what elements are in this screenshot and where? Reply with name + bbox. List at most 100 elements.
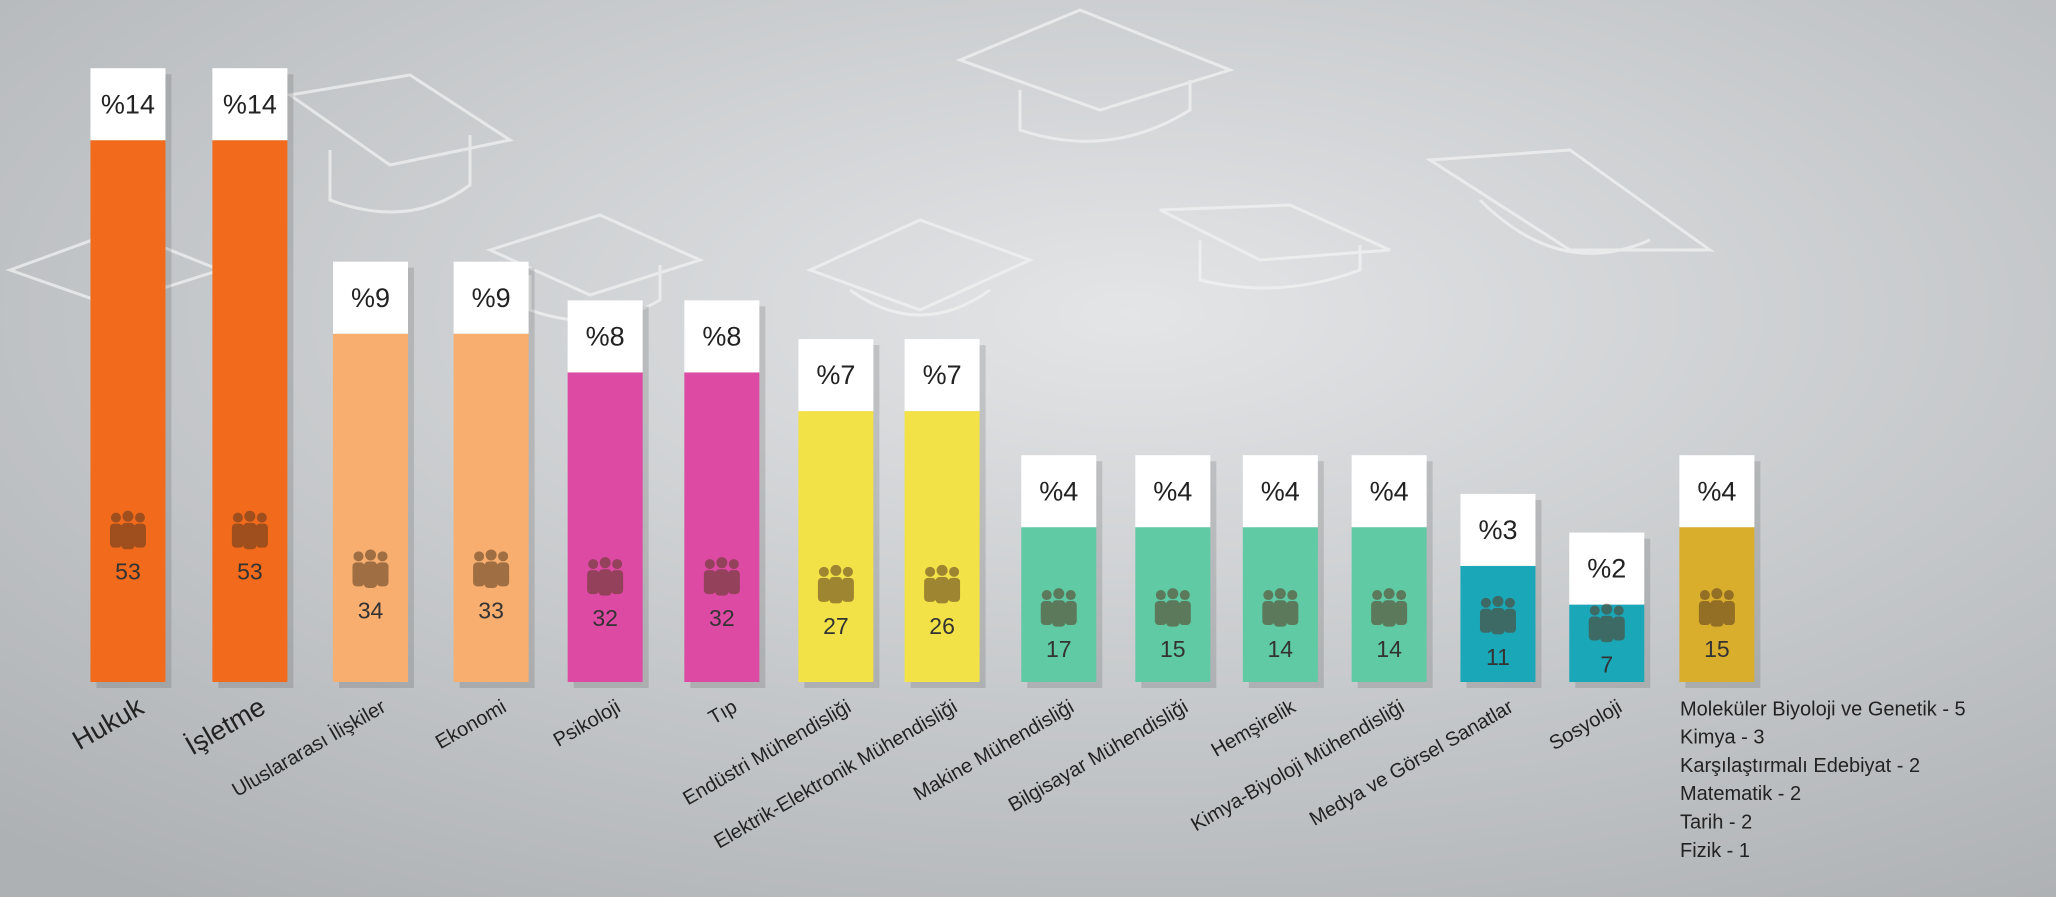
person-head [1287, 590, 1298, 601]
share-label: %8 [586, 322, 625, 352]
count-label: 53 [115, 559, 141, 585]
person-head [830, 564, 842, 576]
count-label: 15 [1704, 636, 1730, 662]
people-icon [1154, 588, 1191, 627]
people-icon [109, 510, 146, 550]
count-label: 32 [592, 605, 618, 631]
person-head [1492, 595, 1504, 607]
share-box [1135, 455, 1211, 528]
person-body [935, 577, 949, 604]
person-body [1371, 601, 1384, 626]
bar [798, 411, 874, 682]
count-label: 32 [709, 605, 735, 631]
person-head [588, 559, 599, 570]
people-icon [1479, 595, 1516, 635]
person-body [231, 523, 244, 548]
person-head [936, 564, 948, 576]
people-icon [352, 549, 389, 588]
person-head [1065, 590, 1076, 601]
bar [90, 140, 166, 682]
share-label: %8 [702, 322, 741, 352]
count-label: 14 [1376, 636, 1402, 662]
person-head [1155, 590, 1166, 601]
people-icon [1262, 588, 1299, 627]
person-body [1479, 608, 1492, 633]
count-label: 14 [1268, 636, 1294, 662]
person-body [1395, 601, 1408, 626]
share-label: %14 [101, 89, 155, 119]
share-box [332, 261, 408, 334]
count-label: 7 [1600, 652, 1613, 678]
person-body [497, 562, 510, 587]
person-body [1040, 601, 1053, 626]
share-label: %14 [223, 89, 277, 119]
share-box [1021, 455, 1097, 528]
people-icon [1698, 588, 1735, 627]
person-body [133, 523, 146, 548]
person-head [1613, 605, 1624, 616]
person-body [1382, 600, 1396, 627]
share-label: %4 [1039, 476, 1078, 506]
share-label: %2 [1587, 554, 1626, 584]
person-body [1710, 600, 1724, 627]
people-icon [587, 557, 624, 596]
person-head [134, 512, 145, 523]
person-body [376, 562, 389, 587]
person-head [1274, 588, 1286, 600]
person-head [232, 512, 243, 523]
people-icon [924, 564, 961, 604]
person-head [704, 559, 715, 570]
person-head [256, 512, 267, 523]
person-body [841, 577, 854, 602]
share-box [1242, 455, 1318, 528]
bar [212, 140, 288, 682]
person-body [1154, 601, 1167, 626]
person-body [473, 562, 486, 587]
person-head [728, 559, 739, 570]
person-body [1262, 601, 1275, 626]
share-label: %4 [1697, 476, 1736, 506]
person-body [817, 577, 830, 602]
others-item: Kimya - 3 [1680, 727, 1764, 749]
person-head [842, 566, 853, 577]
person-head [1263, 590, 1274, 601]
person-head [599, 557, 611, 569]
person-head [1372, 590, 1383, 601]
person-body [255, 523, 268, 548]
person-head [612, 559, 623, 570]
share-label: %4 [1261, 476, 1300, 506]
person-head [364, 549, 376, 561]
person-head [1601, 603, 1613, 615]
person-body [924, 577, 937, 602]
decoration [5, 8, 1715, 322]
people-icon [1588, 603, 1625, 643]
count-label: 53 [237, 559, 263, 585]
bar [567, 372, 643, 682]
people-icon [703, 557, 740, 596]
person-body [1286, 601, 1299, 626]
share-box [1460, 493, 1536, 566]
share-box [453, 261, 529, 334]
person-body [948, 577, 961, 602]
person-head [244, 510, 256, 522]
person-body [1698, 601, 1711, 626]
person-head [122, 510, 134, 522]
person-head [1711, 588, 1723, 600]
person-body [484, 561, 498, 588]
person-body [727, 570, 740, 595]
others-item: Tarih - 2 [1680, 811, 1752, 833]
person-body [1491, 607, 1505, 635]
share-box [1679, 455, 1755, 528]
bar [332, 333, 408, 682]
share-box [90, 68, 166, 141]
bar [684, 372, 760, 682]
person-body [243, 522, 257, 550]
people-icon [1371, 588, 1408, 627]
person-head [1167, 588, 1179, 600]
person-body [829, 577, 843, 604]
count-label: 26 [929, 613, 955, 639]
person-head [1699, 590, 1710, 601]
person-head [716, 557, 728, 569]
